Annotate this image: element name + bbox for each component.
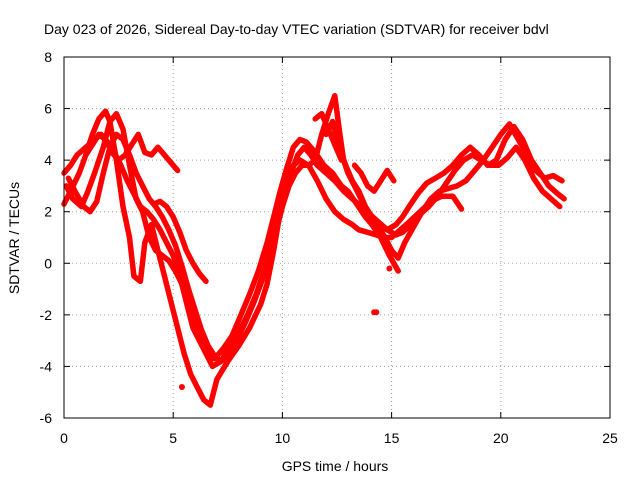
chart-title: Day 023 of 2026, Sidereal Day-to-day VTE…: [44, 21, 549, 37]
x-tick-label: 0: [60, 430, 68, 446]
data-point: [386, 265, 393, 272]
data-point: [178, 384, 185, 391]
y-axis-label: SDTVAR / TECUs: [6, 182, 22, 294]
x-tick-label: 5: [169, 430, 177, 446]
series-track-7: [351, 162, 397, 194]
x-tick-label: 15: [384, 430, 400, 446]
x-axis-label: GPS time / hours: [282, 458, 389, 474]
data-point: [373, 309, 380, 316]
y-tick-label: 4: [44, 152, 52, 168]
x-tick-label: 10: [275, 430, 291, 446]
plot-frame: [63, 56, 611, 419]
series-track-9: [312, 110, 345, 163]
series-track-5: [83, 131, 181, 174]
y-tick-label: -2: [40, 307, 53, 323]
tick-labels: 0 5 10 15 20 25 -6 -4 -2 0 2 4 6 8: [40, 49, 618, 446]
x-tick-label: 20: [493, 430, 509, 446]
y-tick-label: 8: [44, 49, 52, 65]
x-tick-label: 25: [602, 430, 618, 446]
y-tick-label: 6: [44, 101, 52, 117]
series-track-3: [63, 110, 401, 362]
series-track-6: [323, 118, 565, 261]
y-tick-label: 2: [44, 204, 52, 220]
series-track-4: [65, 92, 567, 365]
y-tick-label: 0: [44, 255, 52, 271]
y-tick-label: -4: [40, 358, 53, 374]
series-track-8: [150, 198, 209, 285]
data-series: [61, 92, 567, 408]
y-tick-label: -6: [40, 410, 53, 426]
